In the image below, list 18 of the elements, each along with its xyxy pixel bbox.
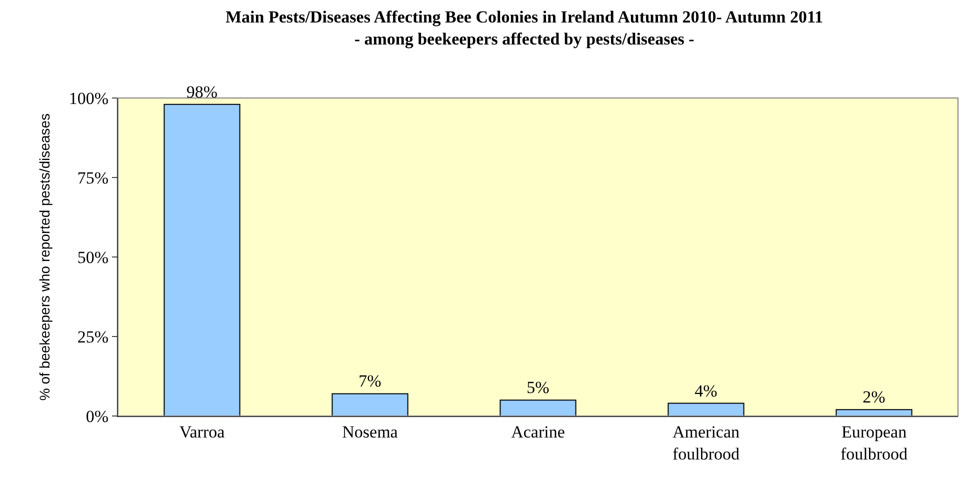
data-label: 2%	[862, 388, 886, 407]
y-axis-title: % of beekeepers who reported pests/diseases	[36, 113, 53, 401]
data-label: 98%	[186, 82, 218, 102]
y-tick-label: 25%	[77, 327, 109, 346]
x-tick-label: Acarine	[511, 422, 565, 442]
data-label: 4%	[694, 381, 718, 400]
y-tick-label: 75%	[77, 168, 109, 188]
data-label: 5%	[526, 378, 550, 398]
chart-subtitle: - among beekeepers affected by pests/diseases -	[354, 30, 695, 49]
y-tick-label: 100%	[68, 88, 109, 108]
data-label: 7%	[358, 372, 382, 391]
y-tick-label: 0%	[86, 406, 109, 426]
chart-title: Main Pests/Diseases Affecting Bee Colonies in Ireland Autumn 2010- Autumn 2011	[226, 7, 824, 26]
x-tick-label: Varroa	[179, 422, 226, 442]
x-tick-label: American foulbrood	[672, 422, 740, 464]
x-tick-label: Nosema	[342, 422, 398, 442]
y-tick-label: 50%	[77, 248, 109, 267]
x-tick-label: European foulbrood	[840, 422, 908, 464]
